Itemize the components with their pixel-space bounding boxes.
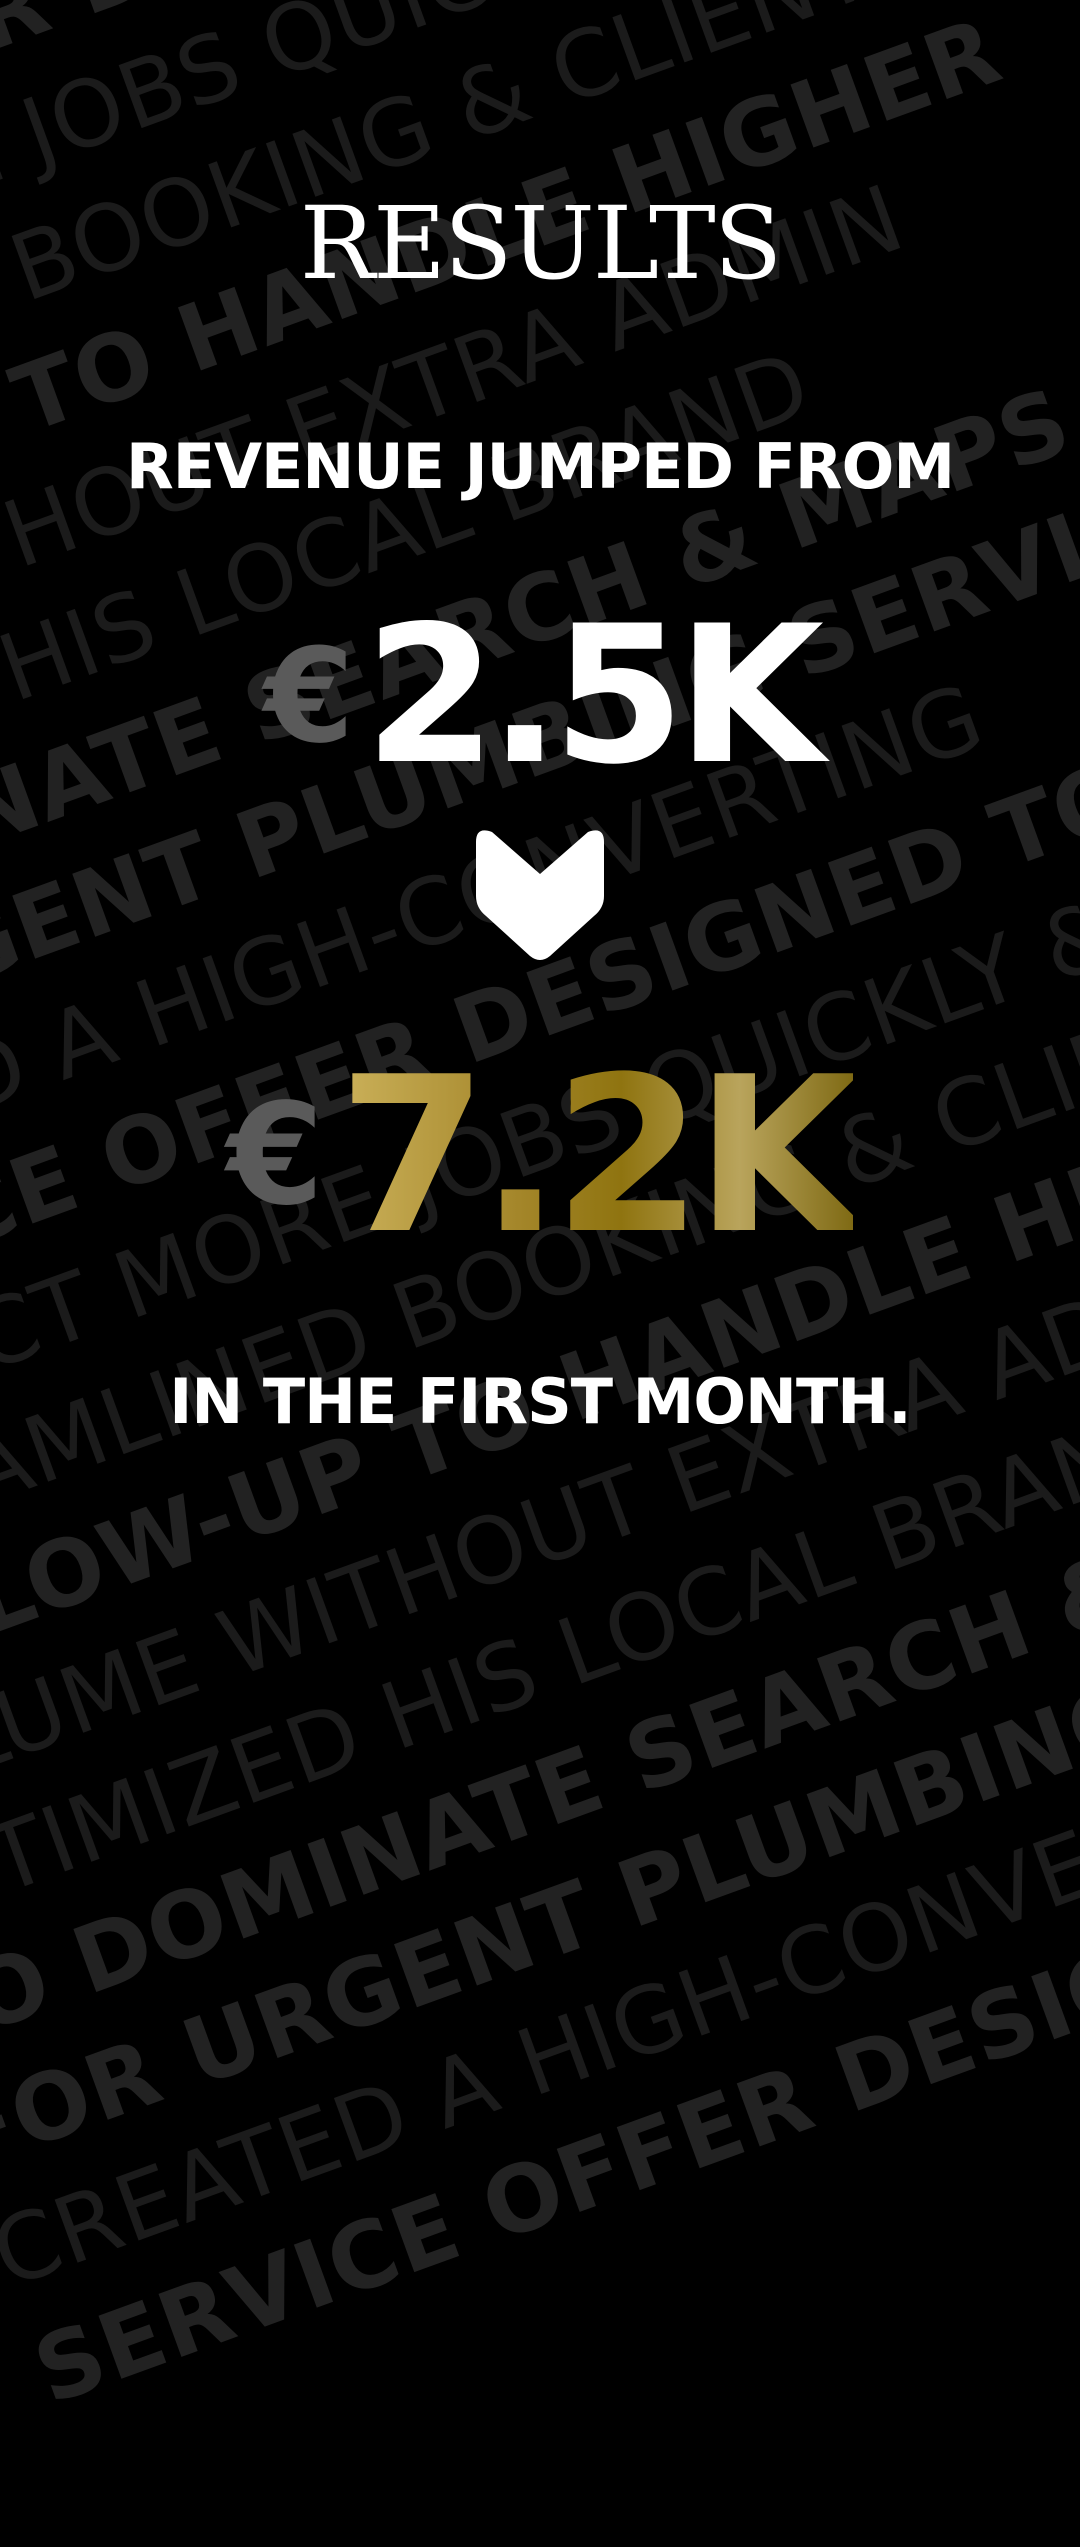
chevron-down-icon (476, 830, 604, 960)
revenue-intro-text: REVENUE JUMPED FROM (125, 430, 955, 503)
results-card: RESULTS REVENUE JUMPED FROM €2.5K €7.2K … (0, 185, 1080, 1438)
timeframe-text: IN THE FIRST MONTH. (169, 1365, 911, 1438)
ending-revenue-value: 7.2K (337, 1030, 861, 1281)
currency-symbol: € (263, 619, 355, 772)
currency-symbol: € (226, 1074, 324, 1237)
ending-revenue: €7.2K (0, 1030, 1080, 1281)
starting-revenue-value: 2.5K (364, 585, 824, 806)
starting-revenue: €2.5K (0, 585, 1080, 806)
page-title: RESULTS (299, 185, 783, 302)
